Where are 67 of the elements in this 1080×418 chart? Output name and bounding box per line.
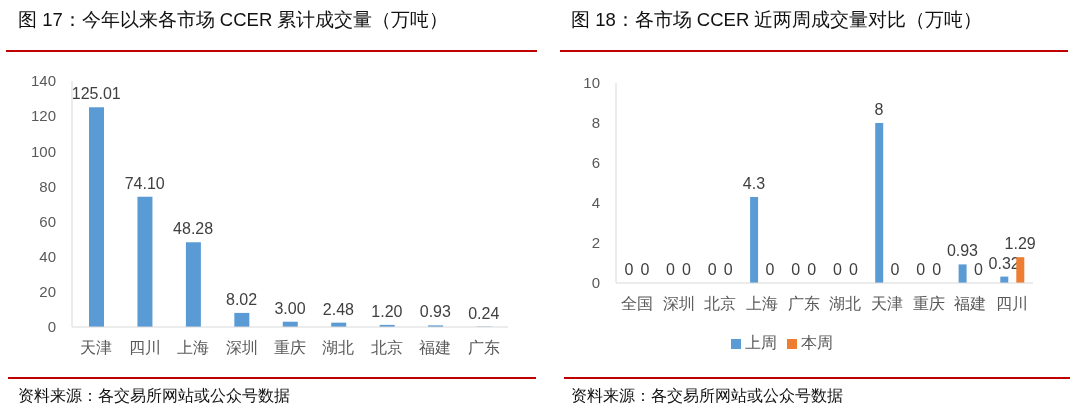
y-tick-label: 40 (39, 248, 56, 266)
x-tick-label: 广东 (467, 339, 500, 357)
data-label: 0 (974, 261, 983, 278)
x-tick-label: 福建 (954, 295, 987, 313)
data-label: 0 (932, 261, 942, 278)
data-label: 0.93 (419, 303, 452, 321)
data-label: 74.10 (124, 174, 165, 192)
data-label: 0 (807, 261, 817, 278)
x-tick-label: 重庆 (274, 339, 306, 357)
data-label: 125.01 (71, 85, 121, 103)
x-tick-label: 湖北 (829, 295, 862, 313)
data-label: 0 (624, 261, 634, 278)
y-tick-label: 2 (591, 234, 600, 252)
y-tick-label: 120 (30, 107, 56, 125)
y-tick-label: 100 (30, 142, 56, 160)
data-label: 0 (832, 261, 842, 278)
data-label: 0 (666, 261, 676, 278)
x-tick-label: 天津 (80, 339, 113, 357)
data-label: 0 (848, 261, 858, 278)
data-label: 0 (916, 261, 926, 278)
data-label: 2.48 (322, 300, 355, 318)
y-tick-label: 4 (591, 194, 600, 212)
data-label: 0 (723, 261, 733, 278)
data-label: 48.28 (173, 220, 214, 238)
data-label: 8 (874, 101, 884, 118)
data-label: 0 (682, 261, 692, 278)
y-tick-label: 8 (591, 114, 600, 132)
legend-label: 上周 (744, 334, 777, 351)
legend-label: 本周 (800, 334, 833, 351)
x-tick-label: 四川 (128, 339, 161, 357)
x-tick-label: 上海 (745, 295, 778, 313)
data-label: 0 (765, 261, 775, 278)
data-label: 8.02 (225, 290, 258, 308)
y-tick-label: 140 (30, 72, 56, 90)
data-label: 0 (791, 261, 801, 278)
x-tick-label: 深圳 (662, 295, 695, 313)
x-tick-label: 深圳 (225, 339, 258, 357)
x-tick-label: 天津 (871, 295, 904, 313)
x-tick-label: 广东 (787, 295, 820, 313)
chart-title: 图 18：各市场 CCER 近两周成交量对比（万吨） (571, 8, 983, 32)
y-tick-label: 10 (583, 74, 600, 92)
chart-title: 图 17：今年以来各市场 CCER 累计成交量（万吨） (18, 8, 449, 32)
data-label: 4.3 (742, 175, 766, 192)
x-tick-label: 湖北 (322, 339, 355, 357)
x-tick-label: 重庆 (912, 295, 945, 313)
y-tick-label: 20 (39, 283, 56, 301)
data-label: 0 (640, 261, 650, 278)
data-label: 0 (707, 261, 717, 278)
text: 资料来源：各交易所网站或公众号数据 (18, 386, 290, 406)
data-label: 0 (890, 261, 900, 278)
x-tick-label: 全国 (620, 295, 653, 313)
x-tick-label: 北京 (370, 339, 403, 357)
x-tick-label: 上海 (177, 339, 210, 357)
data-label: 0.24 (468, 304, 500, 322)
x-tick-label: 北京 (704, 295, 737, 313)
x-tick-label: 四川 (996, 295, 1029, 313)
y-tick-label: 0 (47, 318, 56, 336)
x-tick-label: 福建 (419, 339, 452, 357)
data-label: 0.93 (946, 242, 979, 260)
y-tick-label: 0 (591, 274, 600, 292)
y-tick-label: 80 (39, 177, 56, 195)
data-label: 3.00 (274, 299, 306, 317)
y-tick-label: 6 (591, 154, 600, 172)
data-label: 1.20 (371, 302, 403, 320)
data-label: 1.29 (1004, 235, 1036, 253)
text: 资料来源：各交易所网站或公众号数据 (571, 386, 843, 406)
y-tick-label: 60 (39, 212, 56, 230)
